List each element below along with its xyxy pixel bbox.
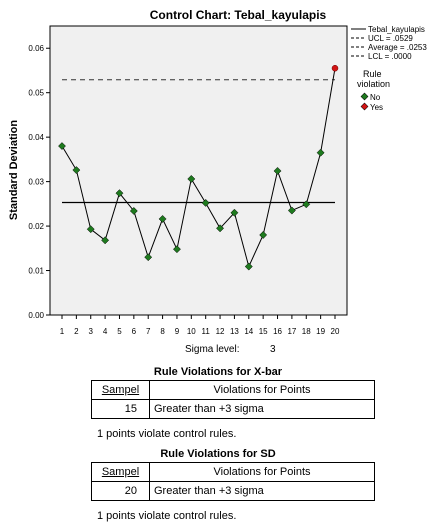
rule-violation-title-2: violation bbox=[357, 79, 390, 89]
x-tick-label: 12 bbox=[216, 327, 225, 336]
col-header-sampel: Sampel bbox=[91, 380, 150, 400]
x-tick-label: 7 bbox=[146, 327, 151, 336]
x-tick-label: 1 bbox=[60, 327, 65, 336]
data-point bbox=[115, 189, 124, 198]
xbar-violations-title: Rule Violations for X-bar bbox=[153, 366, 283, 378]
data-point bbox=[273, 166, 282, 175]
cell-violation: Greater than +3 sigma bbox=[149, 399, 375, 419]
points-group bbox=[58, 64, 339, 271]
data-point bbox=[172, 245, 181, 254]
x-tick-label: 14 bbox=[244, 327, 253, 336]
x-axis-sigma-value: 3 bbox=[270, 344, 276, 355]
col-header-violations: Violations for Points bbox=[149, 380, 375, 400]
table-header-row: Sampel Violations for Points bbox=[91, 462, 375, 482]
sd-violations-note: 1 points violate control rules. bbox=[97, 510, 237, 522]
rule-violation-title: Rule bbox=[363, 69, 382, 79]
cell-sampel: 20 bbox=[91, 481, 150, 501]
x-tick-label: 8 bbox=[160, 327, 165, 336]
y-tick-label: 0.05 bbox=[28, 89, 44, 98]
y-tick-label: 0.04 bbox=[28, 133, 44, 142]
x-axis: 1 2 3 4 5 6 7 8 9 10 11 12 13 14 15 16 17 18 19 20 bbox=[60, 315, 340, 336]
legend-no-marker bbox=[360, 92, 369, 101]
col-header-violations: Violations for Points bbox=[149, 462, 375, 482]
xbar-violations-table: Sampel Violations for Points 15 Greater … bbox=[91, 380, 375, 419]
series-line-group bbox=[61, 68, 336, 269]
data-point bbox=[72, 166, 81, 175]
data-point bbox=[201, 199, 210, 207]
plot-area bbox=[49, 25, 348, 316]
data-point bbox=[302, 200, 311, 209]
data-point bbox=[259, 231, 268, 239]
x-tick-label: 4 bbox=[103, 327, 108, 336]
legend-average-label: Average = .0253 bbox=[368, 43, 427, 52]
x-tick-label: 5 bbox=[117, 327, 122, 336]
control-chart: Control Chart: Tebal_kayulapis 0.000.010… bbox=[8, 8, 427, 355]
data-point bbox=[144, 253, 153, 262]
x-tick-label: 10 bbox=[187, 327, 196, 336]
sd-violations-title: Rule Violations for SD bbox=[160, 448, 276, 460]
x-tick-label: 15 bbox=[259, 327, 268, 336]
legend-yes-label: Yes bbox=[370, 103, 383, 112]
x-tick-label: 6 bbox=[132, 327, 137, 336]
y-tick-label: 0.02 bbox=[28, 222, 44, 231]
x-tick-label: 17 bbox=[287, 327, 296, 336]
xbar-violations-note: 1 points violate control rules. bbox=[97, 428, 237, 440]
data-point bbox=[244, 262, 253, 271]
x-tick-label: 19 bbox=[316, 327, 325, 336]
table-header-row: Sampel Violations for Points bbox=[91, 380, 375, 400]
data-point bbox=[86, 225, 95, 234]
data-point-violation bbox=[331, 64, 339, 72]
data-point bbox=[230, 208, 239, 217]
data-point bbox=[216, 224, 225, 233]
cell-sampel: 15 bbox=[91, 399, 150, 419]
y-tick-label: 0.01 bbox=[28, 267, 44, 276]
y-tick-label: 0.06 bbox=[28, 44, 44, 53]
x-tick-label: 2 bbox=[74, 327, 79, 336]
x-tick-label: 9 bbox=[175, 327, 180, 336]
data-point bbox=[187, 174, 196, 183]
cell-violation: Greater than +3 sigma bbox=[149, 481, 375, 501]
legend-series-label: Tebal_kayulapis bbox=[368, 25, 425, 34]
y-tick-label: 0.00 bbox=[28, 311, 44, 320]
y-tick-label: 0.03 bbox=[28, 178, 44, 187]
data-point bbox=[158, 215, 167, 223]
x-tick-label: 13 bbox=[230, 327, 239, 336]
chart-title: Control Chart: Tebal_kayulapis bbox=[150, 8, 327, 22]
legend-lcl-label: LCL = .0000 bbox=[368, 52, 412, 61]
sd-violations-table: Sampel Violations for Points 20 Greater … bbox=[91, 462, 375, 501]
data-point bbox=[58, 142, 66, 150]
x-tick-label: 11 bbox=[202, 327, 211, 336]
data-point bbox=[316, 148, 325, 157]
legend-ucl-label: UCL = .0529 bbox=[368, 34, 413, 43]
col-header-sampel: Sampel bbox=[91, 462, 150, 482]
y-axis-label: Standard Deviation bbox=[8, 120, 20, 221]
x-tick-label: 18 bbox=[302, 327, 311, 336]
x-axis-sigma-label: Sigma level: bbox=[185, 344, 239, 355]
legend: Tebal_kayulapis UCL = .0529 Average = .0… bbox=[351, 25, 427, 112]
data-point bbox=[101, 236, 110, 245]
x-tick-label: 3 bbox=[89, 327, 94, 336]
table-row: 15 Greater than +3 sigma bbox=[91, 399, 375, 419]
series-line bbox=[61, 68, 336, 269]
y-axis: 0.00 0.01 0.02 0.03 0.04 0.05 0.06 bbox=[28, 44, 50, 320]
legend-yes-marker bbox=[360, 102, 369, 111]
data-point bbox=[129, 207, 138, 215]
table-row: 20 Greater than +3 sigma bbox=[91, 481, 375, 501]
legend-no-label: No bbox=[370, 93, 381, 102]
data-point bbox=[287, 206, 296, 215]
x-tick-label: 20 bbox=[331, 327, 340, 336]
x-tick-label: 16 bbox=[273, 327, 282, 336]
